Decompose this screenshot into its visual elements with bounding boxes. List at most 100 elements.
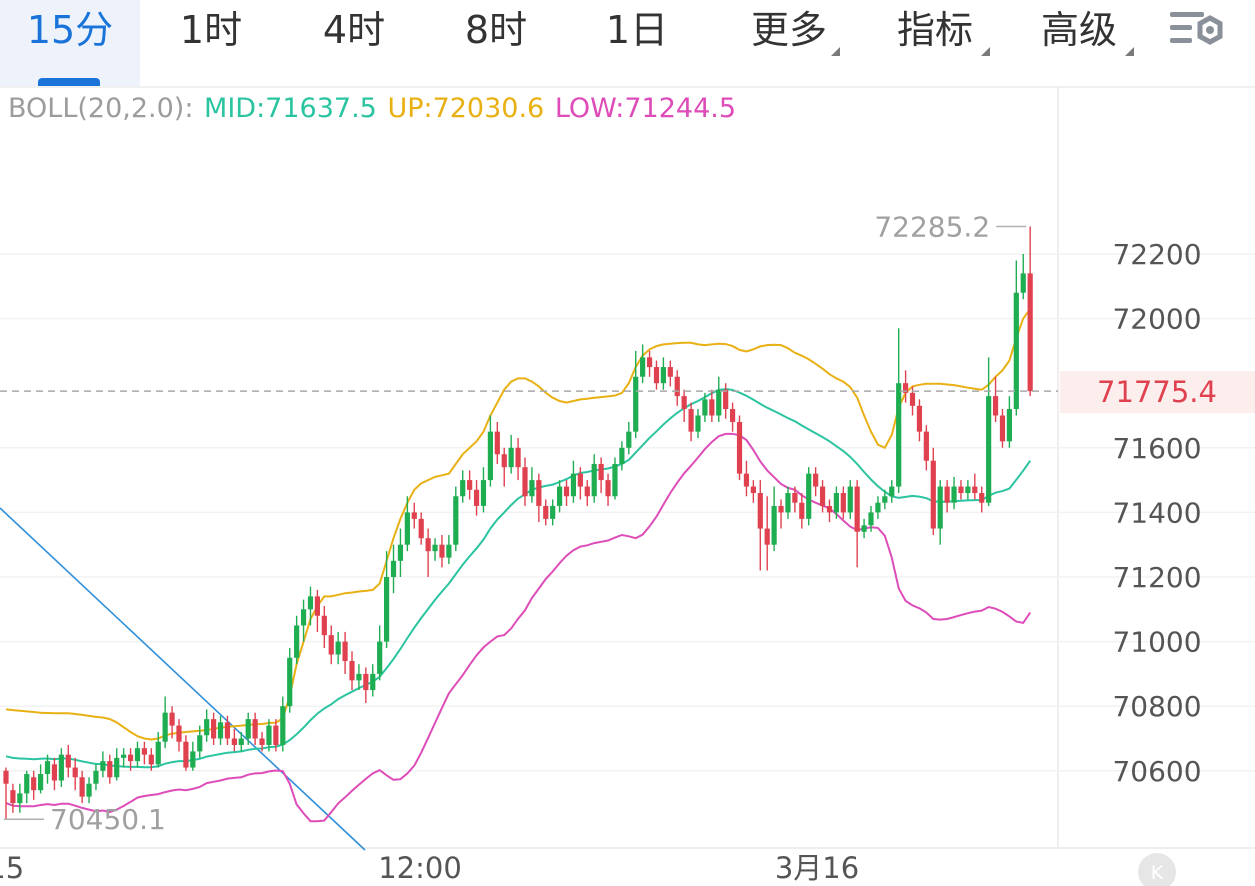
candle-body: [38, 774, 44, 791]
candle-body: [854, 486, 860, 532]
y-tick-label: 70800: [1112, 690, 1201, 723]
candle-body: [176, 725, 182, 742]
candle-body: [328, 635, 334, 655]
candle-body: [79, 777, 85, 797]
tab-advanced[interactable]: 高级: [1026, 0, 1134, 60]
trendline[interactable]: [0, 507, 366, 851]
candle-body: [646, 357, 653, 368]
candle-body: [951, 486, 957, 503]
tab-label: 15分: [26, 8, 114, 52]
candle-body: [197, 735, 203, 752]
candle-body: [771, 505, 777, 545]
candle-body: [211, 719, 217, 739]
candle-body: [937, 486, 943, 529]
candle-body: [190, 751, 196, 768]
candle-body: [709, 399, 715, 416]
candle-body: [266, 725, 272, 745]
tab-4h[interactable]: 4时: [316, 0, 392, 60]
candle-body: [155, 741, 161, 765]
candle-body: [432, 544, 438, 552]
scroll-button-bg[interactable]: [1138, 853, 1176, 886]
current-price-tag: [1060, 371, 1255, 414]
candle-body: [363, 673, 369, 691]
candle-body: [342, 641, 348, 661]
candle-body: [425, 538, 431, 552]
candle-body: [384, 577, 390, 642]
candle-body: [972, 486, 978, 494]
tab-1d[interactable]: 1日: [602, 0, 672, 60]
candle-body: [979, 493, 985, 503]
candle-body: [86, 783, 92, 797]
candle-body: [259, 738, 265, 745]
candle-body: [743, 473, 750, 487]
candle-body: [896, 383, 902, 487]
candle-body: [100, 761, 106, 771]
candle-body: [204, 719, 210, 736]
scroll-to-latest-button[interactable]: K: [1138, 853, 1176, 886]
grid: [0, 253, 1255, 772]
candle-body: [439, 544, 445, 558]
tab-1h[interactable]: 1时: [176, 0, 246, 60]
tab-label: 更多: [750, 8, 827, 52]
candle-body: [321, 615, 327, 636]
candle-body: [577, 473, 583, 487]
tab-15min[interactable]: 15分: [0, 0, 140, 86]
candle-body: [861, 525, 867, 532]
candle-body: [778, 505, 784, 513]
candle-body: [148, 754, 154, 765]
candle-body: [681, 396, 687, 410]
candle-body: [563, 486, 570, 497]
candle-body: [536, 480, 542, 506]
y-tick-label: 72200: [1112, 238, 1201, 271]
candle-body: [1020, 273, 1026, 293]
active-tab-indicator: [38, 78, 100, 86]
boll-up-value: UP:72030.6: [387, 93, 545, 124]
candle-body: [162, 712, 168, 742]
tab-8h[interactable]: 8时: [458, 0, 534, 60]
candle-body: [224, 722, 231, 739]
y-tick-label: 71200: [1112, 561, 1201, 594]
candle-body: [522, 467, 528, 497]
candle-body: [764, 528, 770, 545]
candle-body: [543, 505, 549, 519]
candle-body: [245, 719, 251, 739]
tab-label: 1日: [605, 8, 669, 52]
candle-body: [134, 748, 141, 762]
candle-body: [653, 367, 660, 384]
candle-body: [494, 431, 500, 455]
tab-label: 4时: [322, 8, 386, 52]
tab-indicators[interactable]: 指标: [882, 0, 990, 60]
tab-label: 指标: [896, 8, 973, 52]
candle-body: [314, 596, 320, 616]
candle-body: [280, 706, 286, 745]
candle-body: [944, 486, 950, 503]
candle-body: [1013, 292, 1019, 410]
candle-body: [480, 480, 487, 506]
candle-body: [114, 757, 120, 778]
candle-body: [667, 367, 673, 377]
tab-more[interactable]: 更多: [740, 0, 840, 60]
candle-body: [411, 512, 417, 519]
candle-body: [619, 447, 625, 464]
candle-body: [529, 480, 535, 497]
boll-mid-value: MID:71637.5: [204, 93, 377, 124]
candle-body: [923, 431, 929, 461]
candle-body: [238, 738, 244, 745]
chart-settings-icon-graphic: [1170, 12, 1223, 45]
candle-body: [875, 502, 881, 513]
candle-body: [418, 518, 424, 539]
chart-settings-icon[interactable]: [1168, 6, 1226, 54]
x-tick-label: 3月16: [775, 851, 859, 885]
candle-body: [169, 712, 175, 726]
x-tick-label: 3月15: [0, 851, 24, 885]
candle-body: [916, 405, 923, 432]
candle-body: [813, 473, 819, 487]
candle-body: [10, 790, 16, 804]
high-price-label: 72285.2: [874, 210, 990, 243]
boll-upper-line: [5, 308, 1032, 741]
current-price-label: 71775.4: [1097, 375, 1217, 409]
candle-body: [570, 473, 577, 497]
candle-body: [688, 409, 694, 432]
candle-body: [806, 473, 812, 519]
